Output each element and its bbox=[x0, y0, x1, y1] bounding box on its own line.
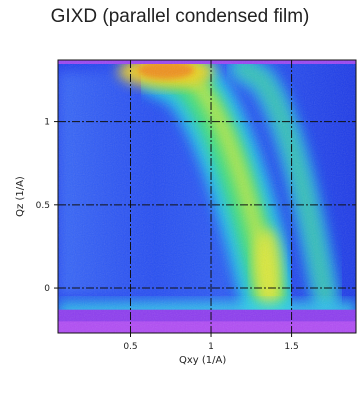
plot-frame bbox=[57, 59, 357, 334]
x-axis-label: Qxy (1/A) bbox=[179, 355, 227, 366]
y-tick-label-0: 0 bbox=[44, 284, 50, 294]
chart-title: GIXD (parallel condensed film) bbox=[50, 6, 310, 27]
grid bbox=[58, 60, 356, 333]
y-axis-label: Qz (1/A) bbox=[14, 175, 26, 217]
y-tick-label-2: 1 bbox=[44, 118, 50, 128]
heatmap-image bbox=[58, 60, 356, 333]
y-tick-label-1: 0.5 bbox=[36, 201, 50, 211]
noise-texture bbox=[58, 60, 356, 333]
x-tick-label-0: 0.5 bbox=[123, 342, 137, 352]
x-tick-label-2: 1.5 bbox=[284, 342, 298, 352]
ticks: 0.5 1 1.5 0 0.5 1 bbox=[36, 118, 299, 352]
x-tick-label-1: 1 bbox=[208, 342, 214, 352]
